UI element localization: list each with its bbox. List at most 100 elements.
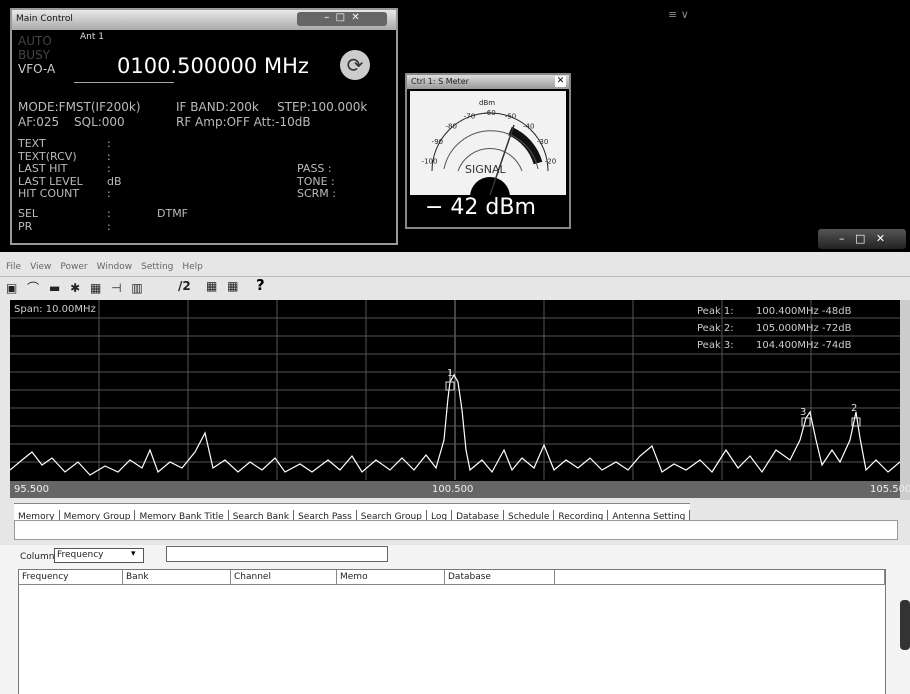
frequency-display: 0100.500000 MHz xyxy=(117,54,309,78)
tab-panel xyxy=(14,520,898,540)
marker-box xyxy=(851,417,861,427)
tab[interactable]: Schedule xyxy=(504,510,555,524)
main-control-window[interactable]: Main Control – □ ✕ Ant 1 0100.500000 MHz… xyxy=(10,8,398,245)
peak-marker-label: 3 xyxy=(800,407,807,418)
peak-value: 104.400MHz -74dB xyxy=(756,340,852,351)
meter-inner-arc xyxy=(457,147,523,172)
field-label: SEL xyxy=(18,207,39,220)
column-header: Frequency xyxy=(19,570,123,584)
column-header: Database xyxy=(445,570,555,584)
scale-label: -30 xyxy=(537,138,548,146)
menu-item[interactable]: File xyxy=(6,262,22,272)
dtmf-label: DTMF xyxy=(157,207,189,220)
menu-item[interactable]: View xyxy=(30,262,52,272)
field-value: : xyxy=(107,220,111,233)
span-label: Span: 10.00MHz xyxy=(14,304,96,315)
peak-value: 105.000MHz -72dB xyxy=(756,323,852,334)
menu-item[interactable]: Window xyxy=(96,262,133,272)
peak-label: Peak 2: xyxy=(697,323,734,334)
peak-value: 100.400MHz -48dB xyxy=(756,306,852,317)
status-field: SCRM : xyxy=(297,187,336,200)
separator xyxy=(74,82,174,83)
scale-label: -50 xyxy=(505,113,516,121)
x-axis-label: 105.500 xyxy=(870,484,910,495)
toolbar-half[interactable]: /2 xyxy=(178,279,191,293)
help-button[interactable]: ? xyxy=(256,276,265,294)
toolbar-icons[interactable]: ▣ ⌒ ▬ ✱ ▦ ⊣ ▥ xyxy=(6,281,146,295)
peak-label: Peak 3: xyxy=(697,340,734,351)
tab[interactable]: Memory Bank Title xyxy=(135,510,229,524)
separator xyxy=(0,276,910,277)
table-header: Frequency Bank Channel Memo Database xyxy=(19,570,885,585)
menu-item[interactable]: Setting xyxy=(141,262,174,272)
meter-reading: − 42 dBm xyxy=(425,195,536,220)
tab[interactable]: Database xyxy=(452,510,505,524)
close-button[interactable]: ✕ xyxy=(555,76,566,87)
tab[interactable]: Log xyxy=(427,510,453,524)
scale-label: -60 xyxy=(484,109,495,117)
s-meter-window[interactable]: Ctrl 1: S Meter ✕ -100 -90 -80 -70 -60 -50 -40… xyxy=(405,73,571,229)
tab[interactable]: Memory Group xyxy=(60,510,136,524)
grid xyxy=(10,300,900,480)
tab[interactable]: Antenna Setting xyxy=(608,510,691,524)
peak-marker-label: 2 xyxy=(851,403,858,414)
tray-icon[interactable]: ≡ ∨ xyxy=(668,8,689,21)
window-controls[interactable]: – □ ✕ xyxy=(818,229,906,249)
column-select[interactable]: Frequency ▾ xyxy=(54,548,144,563)
dropdown-arrow: ▾ xyxy=(131,549,136,559)
menu-item[interactable]: Power xyxy=(60,262,88,272)
field-label: LAST LEVEL xyxy=(18,175,83,188)
field-label: HIT COUNT xyxy=(18,187,80,200)
signal-label: SIGNAL xyxy=(465,163,506,176)
needle-hub xyxy=(470,177,510,195)
window-title: Ctrl 1: S Meter xyxy=(411,77,469,86)
column-header: Memo xyxy=(337,570,445,584)
scale-label: -90 xyxy=(432,138,443,146)
mode-info: MODE:FMST(IF200k) xyxy=(18,100,141,114)
marker-box xyxy=(445,381,455,391)
antenna: Ant 1 xyxy=(80,32,104,42)
tab[interactable]: Search Bank xyxy=(229,510,295,524)
x-axis-label: 100.500 xyxy=(432,484,474,495)
tab-strip: Memory Memory Group Memory Bank Title Searc… xyxy=(14,503,691,524)
field-value: dB xyxy=(107,175,122,188)
tab[interactable]: Search Group xyxy=(357,510,427,524)
meter-inner-arc xyxy=(443,130,539,170)
window-title: Main Control xyxy=(16,14,73,24)
column-header: Channel xyxy=(231,570,337,584)
scale-label: -80 xyxy=(446,123,457,131)
audio-info: RF Amp:OFF Att:-10dB xyxy=(176,115,311,129)
field-value: : xyxy=(107,137,111,150)
menu-bar: File View Power Window Setting Help xyxy=(6,262,212,272)
peak-marker-label: 1 xyxy=(447,368,454,379)
tab[interactable]: Recording xyxy=(554,510,609,524)
scale-label: -70 xyxy=(464,113,475,121)
tab[interactable]: Search Pass xyxy=(294,510,357,524)
axis-bar xyxy=(10,481,900,498)
column-label: Column xyxy=(20,552,55,562)
sync-button[interactable]: ⟳ xyxy=(340,50,370,80)
peak-label: Peak 1: xyxy=(697,306,734,317)
field-label: LAST HIT xyxy=(18,162,68,175)
spectrum xyxy=(10,300,900,498)
audio-info: SQL:000 xyxy=(74,115,125,129)
status-indicator: BUSY xyxy=(18,48,50,62)
menu-item[interactable]: Help xyxy=(182,262,203,272)
column-header-blank xyxy=(555,570,885,584)
scale-label: -20 xyxy=(545,157,556,165)
scrollbar-thumb[interactable] xyxy=(900,600,910,650)
toolbar-icons[interactable]: ▦ ▦ xyxy=(206,279,242,293)
scrollbar[interactable] xyxy=(900,300,910,500)
search-input[interactable] xyxy=(166,546,388,562)
meter-red-zone xyxy=(508,126,543,165)
field-value: : xyxy=(107,150,111,163)
unit-label: dBm xyxy=(479,99,496,107)
memory-table: Frequency Bank Channel Memo Database xyxy=(18,569,886,694)
column-header: Bank xyxy=(123,570,231,584)
status-indicator: VFO-A xyxy=(18,62,56,76)
audio-info: AF:025 xyxy=(18,115,60,129)
meter-arc xyxy=(431,112,549,172)
window-controls[interactable]: – □ ✕ xyxy=(297,12,387,26)
field-label: PR xyxy=(18,220,33,233)
